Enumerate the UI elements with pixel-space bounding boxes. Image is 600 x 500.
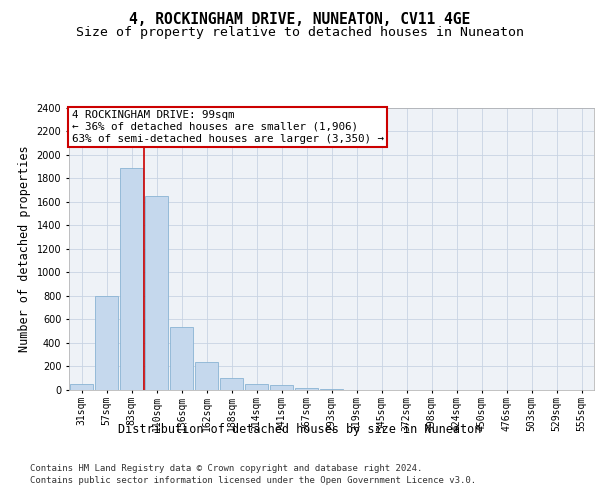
- Bar: [170, 327, 193, 390]
- Bar: [70, 384, 93, 390]
- Bar: [320, 389, 343, 390]
- Bar: [95, 296, 118, 390]
- Bar: [220, 378, 243, 390]
- Text: Contains public sector information licensed under the Open Government Licence v3: Contains public sector information licen…: [30, 476, 476, 485]
- Text: Contains HM Land Registry data © Crown copyright and database right 2024.: Contains HM Land Registry data © Crown c…: [30, 464, 422, 473]
- Bar: [120, 168, 143, 390]
- Text: Size of property relative to detached houses in Nuneaton: Size of property relative to detached ho…: [76, 26, 524, 39]
- Text: 4, ROCKINGHAM DRIVE, NUNEATON, CV11 4GE: 4, ROCKINGHAM DRIVE, NUNEATON, CV11 4GE: [130, 12, 470, 28]
- Text: 4 ROCKINGHAM DRIVE: 99sqm
← 36% of detached houses are smaller (1,906)
63% of se: 4 ROCKINGHAM DRIVE: 99sqm ← 36% of detac…: [71, 110, 383, 144]
- Y-axis label: Number of detached properties: Number of detached properties: [18, 146, 31, 352]
- Bar: [195, 362, 218, 390]
- Bar: [295, 388, 318, 390]
- Text: Distribution of detached houses by size in Nuneaton: Distribution of detached houses by size …: [118, 422, 482, 436]
- Bar: [145, 196, 168, 390]
- Bar: [245, 384, 268, 390]
- Bar: [270, 386, 293, 390]
